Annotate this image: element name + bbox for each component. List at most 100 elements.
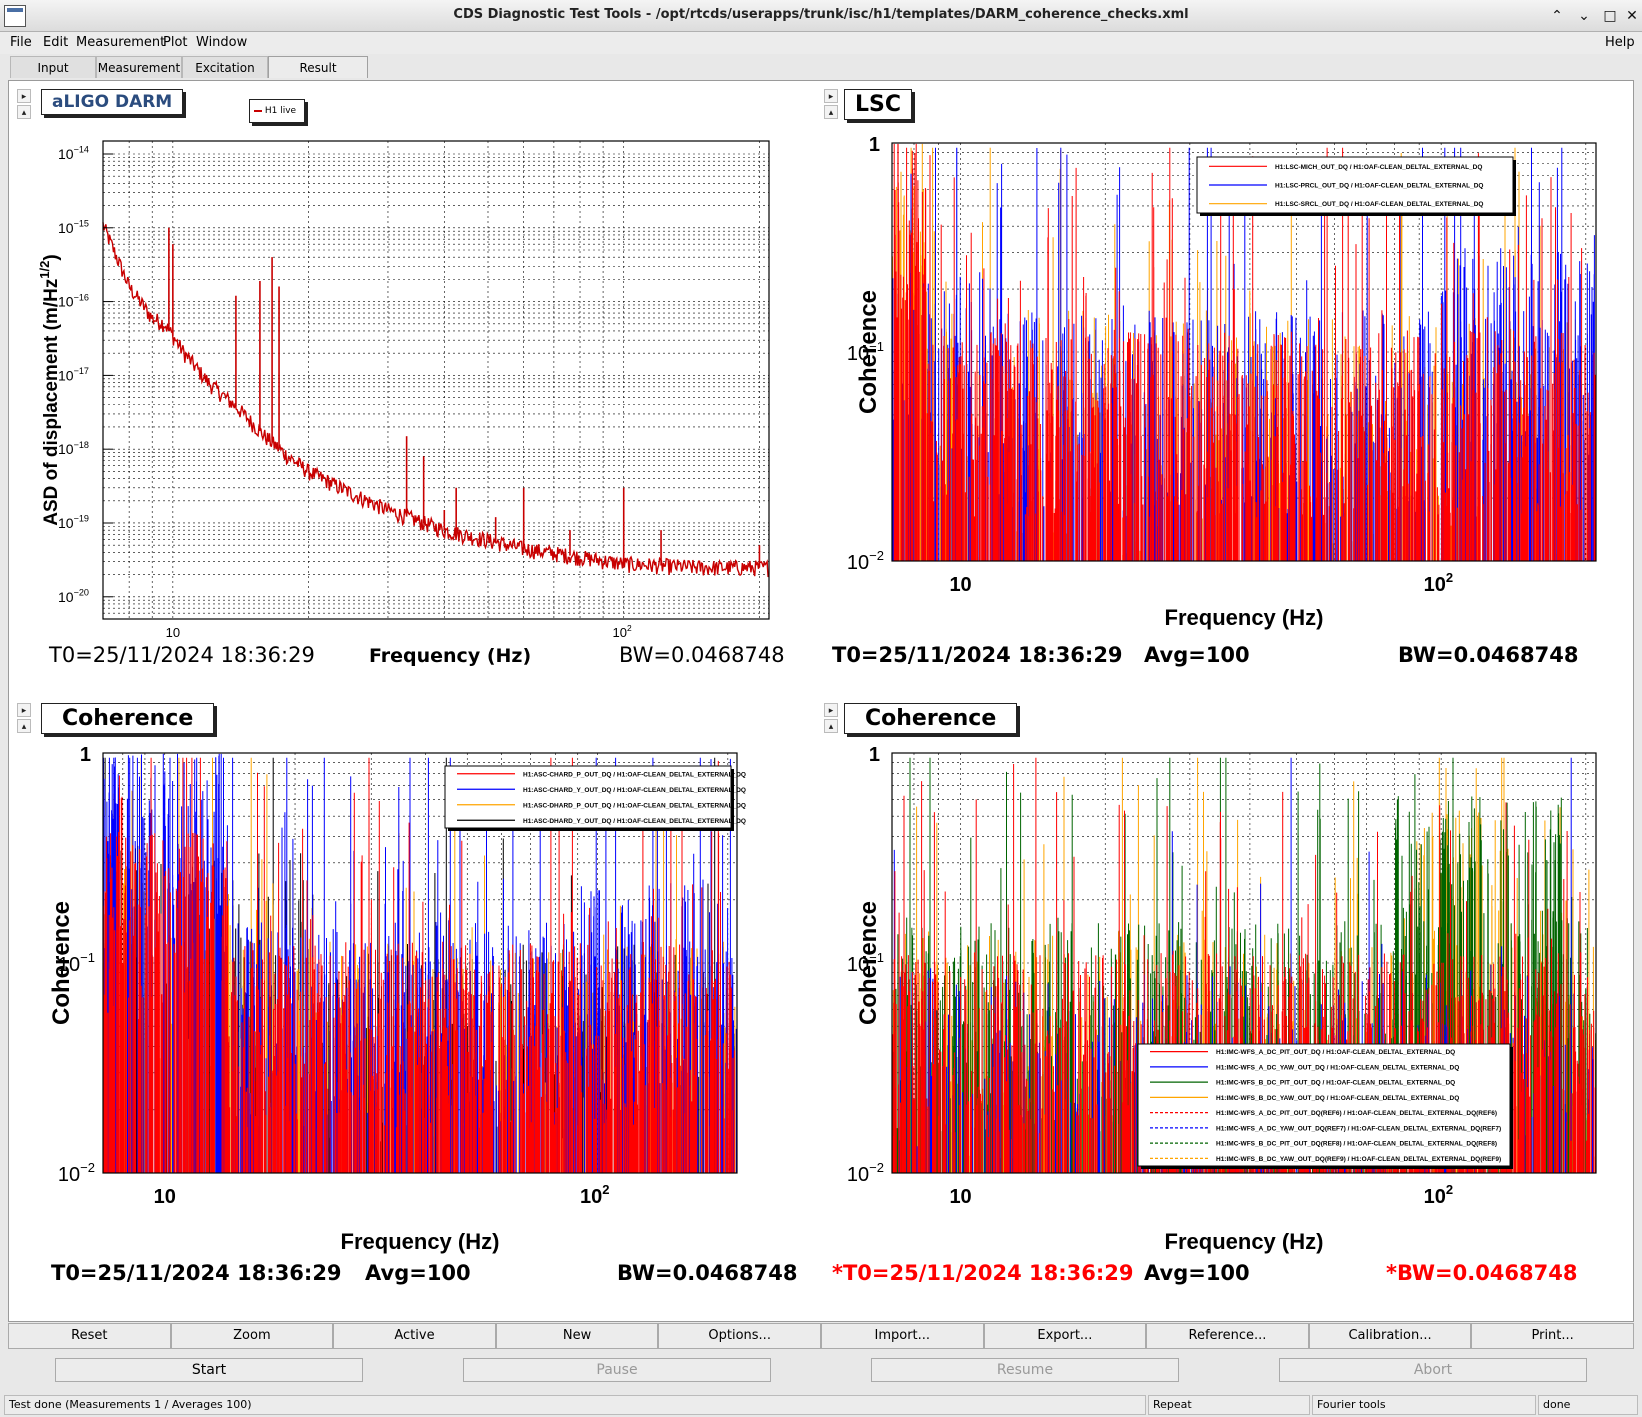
series-chard-p [102, 757, 735, 1173]
options-button[interactable]: Options... [658, 1323, 821, 1349]
plot-frame [102, 752, 738, 1174]
avg-label: Avg=100 [365, 1261, 471, 1285]
y-tick-label: 10−19 [58, 514, 89, 531]
y-axis-label: ASD of displacement (m/Hz1/2) [37, 254, 62, 525]
legend-label: H1:IMC-WFS_B_DC_YAW_OUT_DQ / H1:OAF-CLEA… [1216, 1095, 1459, 1102]
import-button[interactable]: Import... [820, 1323, 984, 1349]
y-tick-label: 10−15 [58, 218, 89, 235]
minimize-icon[interactable]: ⌄ [1578, 8, 1590, 24]
shade-icon[interactable]: ⌃ [1551, 8, 1563, 24]
menu-help[interactable]: Help [1605, 35, 1635, 50]
plot-canvas: ▸ ▴ aLIGO DARM H1 live 10−14 10−15 10−16 10… [8, 80, 1634, 1322]
y-tick-label: 1 [869, 744, 880, 766]
pad-title: Coherence [844, 703, 1018, 734]
close-icon[interactable]: ✕ [1626, 8, 1638, 24]
pad-lsc[interactable]: ▸ ▴ LSC 1 10−1 10−2 10 102 Frequency (Hz) Cohe… [820, 85, 1631, 695]
y-tick-label: 10−17 [58, 366, 89, 383]
y-tick-label: 10−1 [847, 339, 884, 365]
reference-button[interactable]: Reference... [1146, 1323, 1309, 1349]
legend-swatch [254, 109, 262, 112]
x-tick-label: 102 [580, 1182, 609, 1208]
legend: H1 live [249, 99, 305, 123]
y-tick-label: 1 [869, 134, 880, 156]
x-tick-label: 102 [613, 623, 632, 640]
window-title: CDS Diagnostic Test Tools - /opt/rtcds/u… [453, 7, 1189, 22]
lsc-coherence-plot: 1 10−1 10−2 10 102 Frequency (Hz) Coherence H1:… [847, 134, 1597, 630]
x-axis-label: Frequency (Hz) [369, 645, 532, 667]
export-button[interactable]: Export... [983, 1323, 1147, 1349]
pad-options-arrow[interactable]: ▸ [824, 89, 838, 103]
tab-input[interactable]: Input [10, 56, 96, 78]
pad-asc[interactable]: ▸ ▴ Coherence 1 10−1 10−2 10 102 Frequency (H… [13, 699, 816, 1319]
t0-label: T0=25/11/2024 18:36:29 [49, 643, 315, 667]
menu-measurement[interactable]: Measurement [76, 35, 166, 50]
legend-label: H1:IMC-WFS_B_DC_PIT_OUT_DQ / H1:OAF-CLEA… [1216, 1080, 1455, 1087]
y-tick-label: 10−2 [847, 1160, 884, 1186]
pad-options-arrow[interactable]: ▸ [824, 703, 838, 717]
bw-label: BW=0.0468748 [1398, 643, 1579, 667]
bw-label: *BW=0.0468748 [1386, 1261, 1578, 1285]
menu-file[interactable]: File [10, 35, 32, 50]
tab-measurement[interactable]: Measurement [96, 56, 182, 78]
legend: H1:LSC-MICH_OUT_DQ / H1:OAF-CLEAN_DELTAL… [1196, 156, 1516, 216]
resume-button[interactable]: Resume [871, 1358, 1179, 1382]
legend-label: H1 live [264, 106, 297, 116]
menu-window[interactable]: Window [196, 35, 248, 50]
menu-plot[interactable]: Plot [163, 35, 188, 50]
x-tick-label: 102 [1424, 570, 1453, 596]
pad-title: Coherence [41, 703, 215, 734]
y-tick-label: 10−1 [847, 950, 884, 976]
y-tick-label: 10−14 [58, 145, 89, 162]
imc-coherence-plot: 1 10−1 10−2 10 102 Frequency (Hz) Coherence H1:… [847, 744, 1597, 1254]
pad-options-arrow[interactable]: ▸ [17, 703, 31, 717]
y-tick-label: 10−18 [58, 440, 89, 457]
legend-label: H1:IMC-WFS_A_DC_PIT_OUT_DQ / H1:OAF-CLEA… [1216, 1049, 1455, 1056]
legend-label: H1:LSC-PRCL_OUT_DQ / H1:OAF-CLEAN_DELTAL… [1275, 183, 1484, 190]
darm-asd-plot: 10−14 10−15 10−16 10−17 10−18 10−19 10−20 10 102… [37, 140, 770, 640]
pad-scroll-arrow[interactable]: ▴ [17, 105, 31, 119]
print-button[interactable]: Print... [1471, 1323, 1634, 1349]
maximize-icon[interactable]: □ [1603, 8, 1617, 24]
new-button[interactable]: New [495, 1323, 659, 1349]
y-tick-label: 10−16 [58, 292, 89, 309]
pad-imc[interactable]: ▸ ▴ Coherence 1 10−1 10−2 10 102 Frequency (H… [820, 699, 1631, 1319]
legend: H1:ASC-CHARD_P_OUT_DQ / H1:OAF-CLEAN_DEL… [444, 765, 746, 831]
legend-label: H1:ASC-CHARD_P_OUT_DQ / H1:OAF-CLEAN_DEL… [523, 771, 746, 778]
pad-title: aLIGO DARM [41, 89, 184, 115]
series-mich [893, 143, 1596, 561]
title-bar: CDS Diagnostic Test Tools - /opt/rtcds/u… [0, 0, 1642, 32]
active-button[interactable]: Active [333, 1323, 496, 1349]
t0-label: T0=25/11/2024 18:36:29 [832, 643, 1123, 667]
t0-label: T0=25/11/2024 18:36:29 [51, 1261, 342, 1285]
pad-scroll-arrow[interactable]: ▴ [17, 719, 31, 733]
x-tick-label: 10 [949, 1186, 971, 1208]
tab-excitation[interactable]: Excitation [182, 56, 268, 78]
x-tick-label: 10 [154, 1186, 176, 1208]
zoom-button[interactable]: Zoom [170, 1323, 334, 1349]
legend-label: H1:LSC-SRCL_OUT_DQ / H1:OAF-CLEAN_DELTAL… [1275, 201, 1484, 208]
plot-toolbar: Reset Zoom Active New Options... Import.… [8, 1323, 1634, 1349]
x-tick-label: 10 [949, 574, 971, 596]
x-axis-label: Frequency (Hz) [341, 1229, 500, 1254]
reset-button[interactable]: Reset [8, 1323, 171, 1349]
legend-label: H1:IMC-WFS_B_DC_PIT_OUT_DQ(REF8) / H1:OA… [1216, 1141, 1497, 1148]
abort-button[interactable]: Abort [1279, 1358, 1587, 1382]
calibration-button[interactable]: Calibration... [1308, 1323, 1472, 1349]
legend-label: H1:IMC-WFS_A_DC_YAW_OUT_DQ / H1:OAF-CLEA… [1216, 1064, 1459, 1071]
legend-label: H1:IMC-WFS_B_DC_YAW_OUT_DQ(REF9) / H1:OA… [1216, 1156, 1501, 1163]
legend: H1:IMC-WFS_A_DC_PIT_OUT_DQ / H1:OAF-CLEA… [1137, 1043, 1513, 1169]
pause-button[interactable]: Pause [463, 1358, 771, 1382]
start-button[interactable]: Start [55, 1358, 363, 1382]
pad-scroll-arrow[interactable]: ▴ [824, 719, 838, 733]
pad-title: LSC [844, 89, 913, 120]
series-spikes [893, 143, 1596, 561]
bw-label: BW=0.0468748 [619, 643, 785, 667]
pad-scroll-arrow[interactable]: ▴ [824, 105, 838, 119]
tab-result[interactable]: Result [268, 56, 368, 78]
y-tick-label: 1 [80, 744, 91, 766]
pad-darm[interactable]: ▸ ▴ aLIGO DARM H1 live 10−14 10−15 10−16 10… [13, 85, 816, 695]
t0-label: *T0=25/11/2024 18:36:29 [832, 1261, 1134, 1285]
pad-options-arrow[interactable]: ▸ [17, 89, 31, 103]
menu-edit[interactable]: Edit [43, 35, 69, 50]
app-icon [4, 5, 26, 27]
